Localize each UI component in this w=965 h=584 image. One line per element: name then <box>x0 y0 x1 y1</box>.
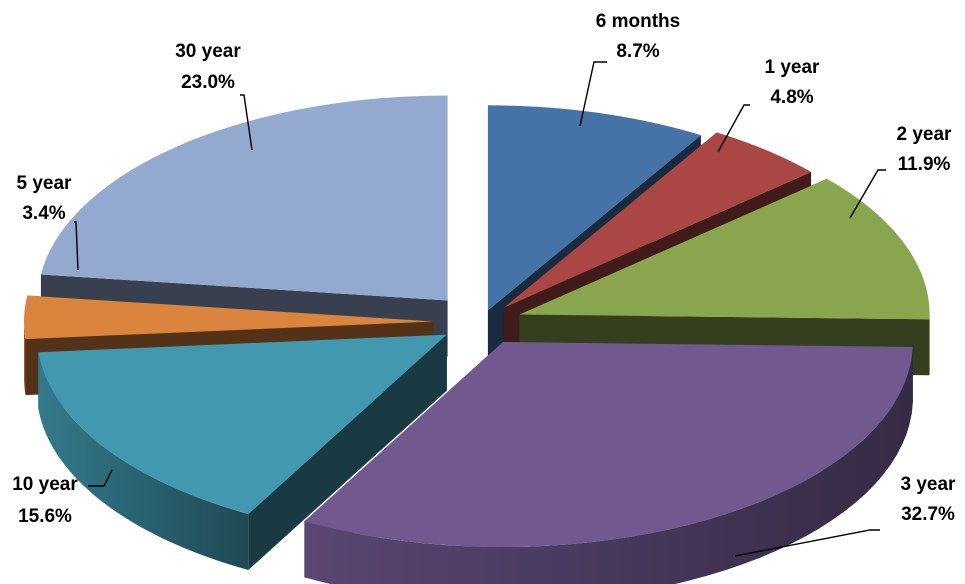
slice-rim <box>24 321 26 396</box>
leader-line-30-year <box>240 94 253 151</box>
slice-value-10-year: 15.6% <box>18 506 72 527</box>
slice-name-5-year: 5 year <box>17 173 73 194</box>
slice-rim <box>304 346 913 584</box>
slice-top <box>487 105 701 311</box>
slice-top <box>24 295 434 340</box>
slice-wall <box>248 334 447 570</box>
slice-name-30-year: 30 year <box>175 41 241 62</box>
leader-line-3-year <box>734 529 880 557</box>
slice-value-2-year: 11.9% <box>898 154 951 175</box>
slice-value-6-months: 8.7% <box>616 41 659 62</box>
slice-2-year <box>519 178 930 376</box>
slice-10-year <box>38 334 447 570</box>
slice-value-1-year: 4.8% <box>770 87 813 108</box>
slice-value-5-year: 3.4% <box>22 203 65 224</box>
slice-top <box>304 342 913 547</box>
leader-line-6-months <box>579 61 607 127</box>
slice-name-1-year: 1 year <box>765 57 821 78</box>
slice-name-10-year: 10 year <box>12 474 78 495</box>
slice-top <box>503 132 812 308</box>
slice-top <box>38 334 447 514</box>
slice-3-year <box>304 342 913 584</box>
slice-top <box>40 95 448 301</box>
slice-value-30-year: 23.0% <box>181 72 235 93</box>
slice-rim <box>38 352 249 570</box>
slice-name-6-months: 6 months <box>596 11 680 32</box>
slice-top <box>519 178 930 320</box>
leader-line-10-year <box>88 469 113 487</box>
leader-line-1-year <box>717 104 750 153</box>
pie-slices <box>24 95 930 584</box>
slice-name-3-year: 3 year <box>901 474 957 495</box>
slice-name-2-year: 2 year <box>897 124 953 145</box>
leader-line-2-year <box>849 169 886 219</box>
leader-lines <box>74 61 886 557</box>
slice-labels: 6 months 8.7% 1 year 4.8% 2 year 11.9% 3… <box>12 11 956 527</box>
slice-value-3-year: 32.7% <box>901 504 955 525</box>
leader-line-5-year <box>74 221 79 271</box>
